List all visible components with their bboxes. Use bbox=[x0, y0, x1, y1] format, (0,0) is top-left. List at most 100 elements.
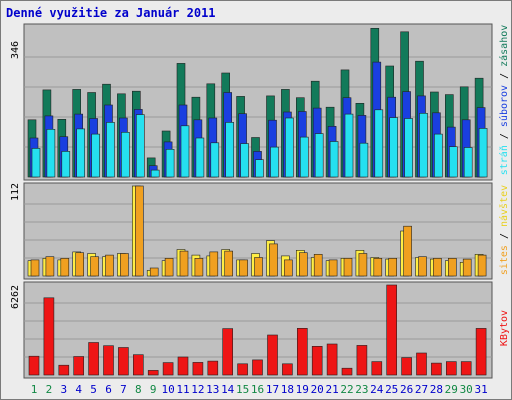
kbytes-bar bbox=[401, 357, 412, 376]
day-label: 17 bbox=[266, 383, 279, 396]
pages-bar bbox=[121, 132, 130, 178]
visits-bar bbox=[254, 257, 263, 277]
visits-bar bbox=[447, 257, 457, 277]
day-label: 27 bbox=[415, 383, 428, 396]
pages-bar bbox=[285, 117, 294, 178]
day-label: 10 bbox=[161, 383, 174, 396]
visits-bar bbox=[343, 257, 353, 277]
pages-bar bbox=[448, 146, 458, 178]
kbytes-bar bbox=[43, 297, 55, 376]
visits-bar bbox=[418, 256, 427, 277]
kbytes-bar bbox=[267, 334, 278, 376]
day-label: 20 bbox=[311, 383, 324, 396]
day-label: 26 bbox=[400, 383, 413, 396]
day-label: 1 bbox=[31, 383, 38, 396]
pages-bar bbox=[329, 141, 339, 178]
visits-bar bbox=[90, 256, 99, 277]
kbytes-bar bbox=[103, 345, 114, 376]
day-label: 16 bbox=[251, 383, 264, 396]
day-label: 24 bbox=[370, 383, 384, 396]
pages-bar bbox=[91, 133, 100, 178]
visits-bar bbox=[105, 254, 114, 277]
pages-bar bbox=[463, 147, 473, 178]
legend-sep-2: / bbox=[499, 67, 510, 85]
legend-pages: stráň bbox=[498, 145, 510, 175]
pages-bar bbox=[106, 122, 115, 178]
kbytes-bar bbox=[222, 328, 233, 376]
pages-bar bbox=[46, 129, 56, 178]
day-label: 23 bbox=[355, 383, 368, 396]
kbytes-bar bbox=[133, 354, 144, 376]
visits-bar bbox=[388, 257, 398, 277]
kbytes-bar bbox=[177, 356, 189, 376]
visits-bar bbox=[120, 253, 129, 277]
legend-visits: návštev bbox=[498, 185, 510, 227]
pages-bar bbox=[344, 113, 354, 178]
pages-bar bbox=[150, 169, 160, 178]
day-label: 18 bbox=[281, 383, 294, 396]
visits-bar bbox=[298, 252, 308, 277]
day-label: 6 bbox=[105, 383, 112, 396]
top-axis-max: 346 bbox=[10, 41, 21, 59]
visits-bar bbox=[179, 250, 189, 277]
pages-bar bbox=[210, 142, 220, 178]
pages-bar bbox=[404, 118, 413, 178]
day-label: 2 bbox=[46, 383, 53, 396]
kbytes-bar bbox=[475, 328, 487, 376]
visits-bar bbox=[462, 258, 472, 277]
day-label: 30 bbox=[460, 383, 473, 396]
visits-bar bbox=[194, 257, 204, 277]
day-label: 15 bbox=[236, 383, 249, 396]
kbytes-bar bbox=[341, 367, 353, 376]
visits-bar bbox=[135, 185, 144, 277]
kbytes-bar bbox=[162, 362, 174, 376]
day-label: 4 bbox=[75, 383, 82, 396]
legend-sep-1: / bbox=[499, 127, 510, 145]
kbytes-bar bbox=[58, 364, 70, 376]
visits-bar bbox=[284, 259, 293, 277]
day-label: 12 bbox=[191, 383, 204, 396]
pages-bar bbox=[225, 122, 234, 178]
day-label: 22 bbox=[340, 383, 353, 396]
pages-bar bbox=[270, 146, 279, 178]
kbytes-bar bbox=[431, 362, 442, 376]
day-label: 8 bbox=[135, 383, 142, 396]
pages-bar bbox=[255, 159, 264, 178]
visits-bar bbox=[75, 252, 84, 277]
day-label: 3 bbox=[60, 383, 67, 396]
pages-bar bbox=[478, 128, 488, 178]
pages-bar bbox=[180, 125, 190, 178]
pages-bar bbox=[359, 142, 369, 178]
kbytes-bar bbox=[386, 284, 398, 376]
visits-bar bbox=[224, 250, 233, 277]
legend-files: súborov bbox=[498, 85, 510, 127]
kbytes-bar bbox=[118, 347, 129, 376]
day-label: 19 bbox=[296, 383, 309, 396]
pages-bar bbox=[76, 128, 85, 178]
pages-bar bbox=[240, 143, 249, 178]
kbytes-bar bbox=[147, 370, 159, 376]
kbytes-bar bbox=[371, 361, 383, 376]
day-label: 9 bbox=[150, 383, 157, 396]
pages-bar bbox=[434, 133, 443, 178]
legend-hits: zásahov bbox=[498, 25, 510, 67]
pages-bar bbox=[165, 149, 175, 178]
pages-bar bbox=[314, 133, 324, 178]
visits-bar bbox=[164, 257, 174, 277]
svg-text:sites / návštev: sites / návštev bbox=[498, 185, 510, 275]
pages-bar bbox=[31, 148, 41, 178]
chart-title: Denné využitie za Január 2011 bbox=[6, 6, 216, 20]
pages-bar bbox=[195, 137, 205, 178]
pages-bar bbox=[299, 136, 309, 178]
pages-bar bbox=[136, 114, 145, 178]
day-label: 13 bbox=[206, 383, 219, 396]
visits-bar bbox=[30, 259, 40, 277]
day-label: 31 bbox=[474, 383, 487, 396]
legend-sep-3: / bbox=[499, 227, 510, 245]
mid-axis-max: 112 bbox=[10, 183, 21, 201]
day-label: 5 bbox=[90, 383, 97, 396]
visits-bar bbox=[477, 254, 487, 277]
visits-bar bbox=[149, 267, 159, 277]
pages-bar bbox=[419, 113, 428, 178]
